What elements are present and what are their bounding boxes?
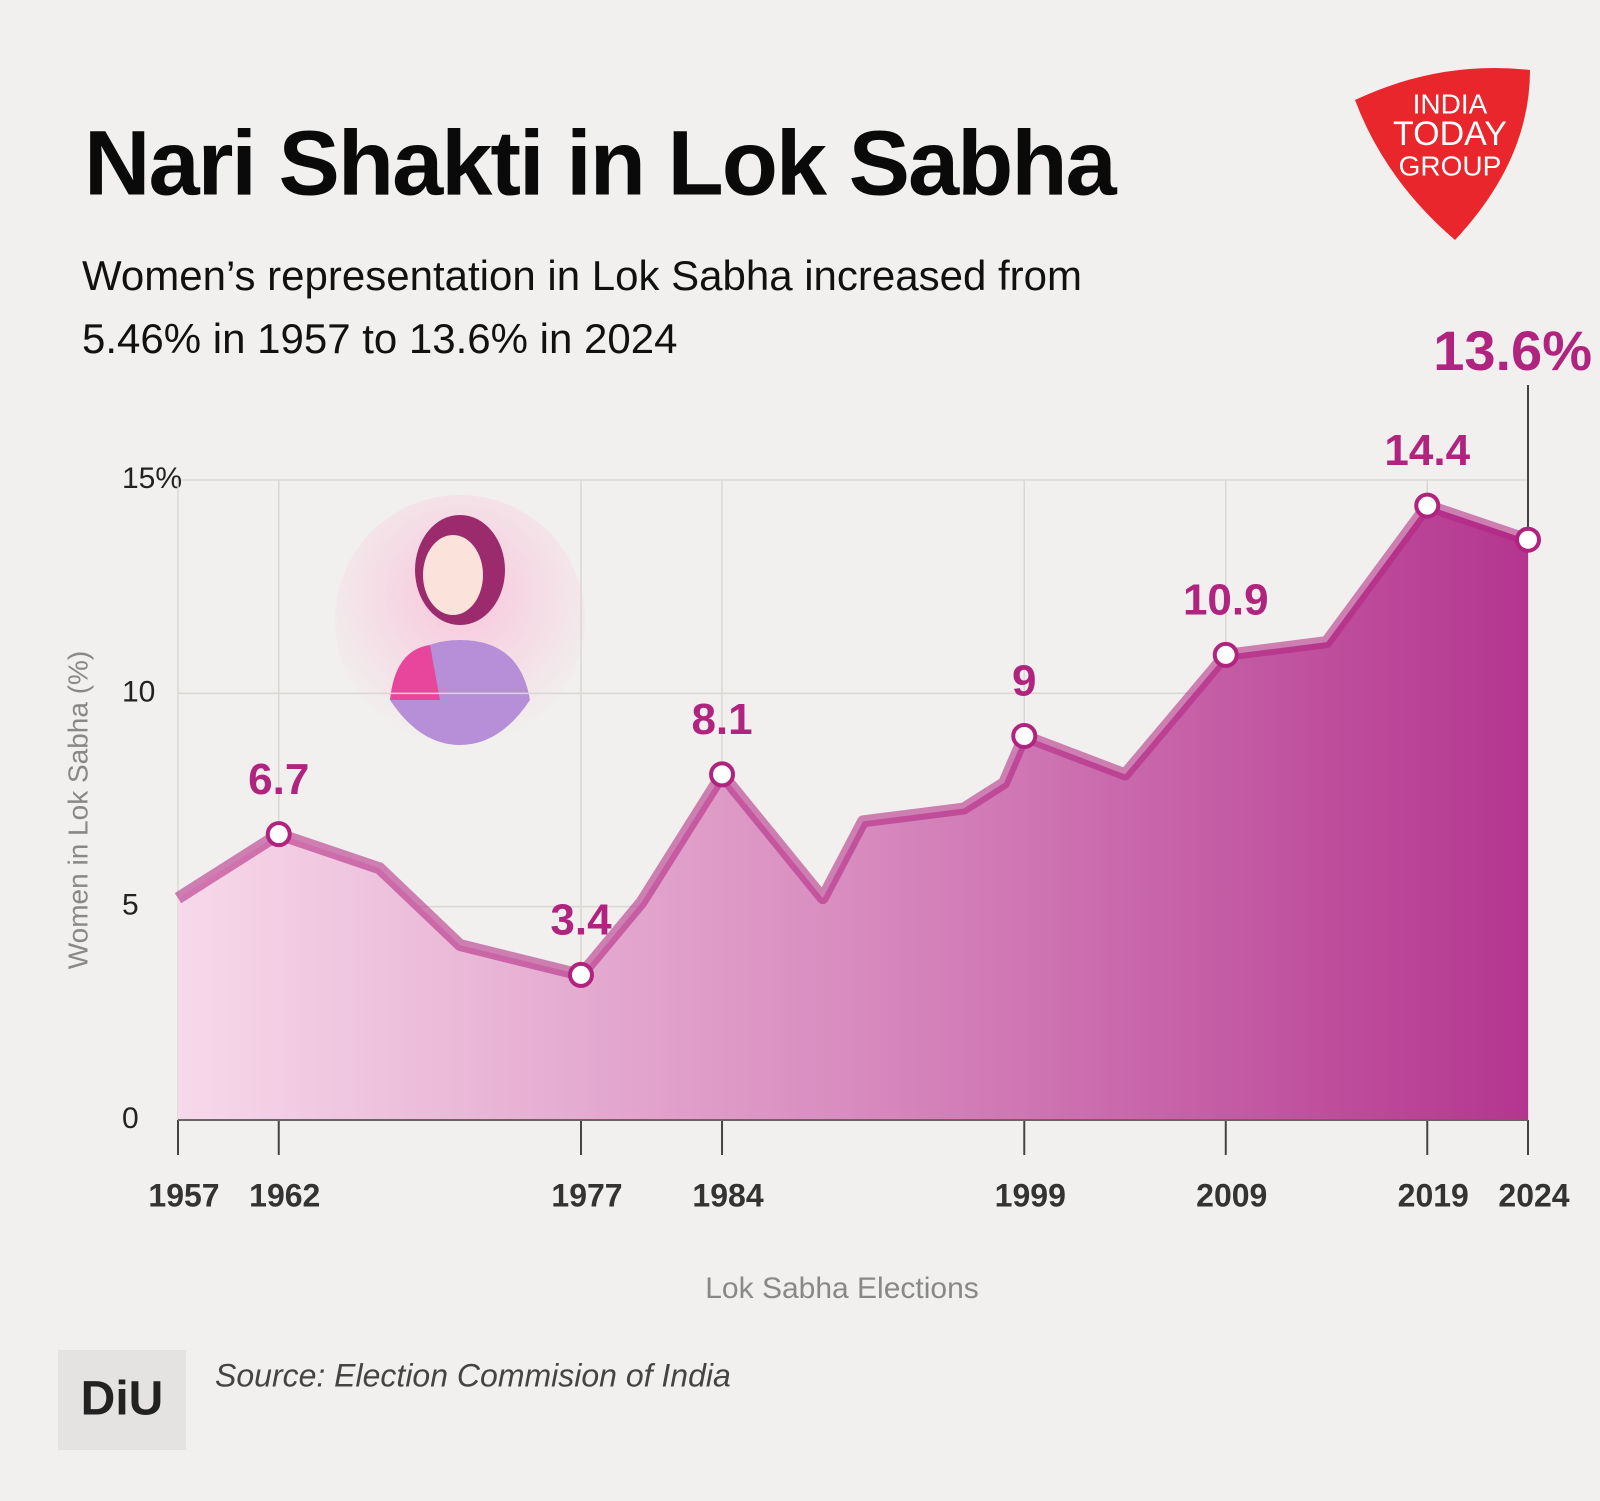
data-label: 6.7 <box>248 755 309 804</box>
x-tick-label: 1957 <box>148 1177 219 1213</box>
logo: INDIA TODAY GROUP <box>1355 68 1530 240</box>
badge-box <box>58 1350 186 1450</box>
point <box>709 761 736 788</box>
plot-area: 0 5 10 15% 1957 1962 1977 1984 1999 2009 2019 2024 6… <box>122 319 1592 1214</box>
y-tick-label: 0 <box>122 1102 139 1135</box>
source: Source: Election Commision of India <box>215 1357 731 1393</box>
x-tick-label: 1977 <box>551 1177 622 1213</box>
illustration-face <box>423 535 483 615</box>
subtitle-box: Women’s representation in Lok Sabha incr… <box>82 252 1083 362</box>
x-tick-label: 1962 <box>249 1177 320 1213</box>
point <box>1011 723 1038 749</box>
data-label: 8.1 <box>691 695 752 744</box>
y-tick-label: 10 <box>122 675 155 708</box>
chart-subtitle: Women’s representation in Lok Sabha incr… <box>82 252 1083 362</box>
point <box>1212 641 1239 668</box>
x-tick-label: 2024 <box>1498 1177 1569 1213</box>
y-tick-label: 15% <box>122 462 182 495</box>
data-label: 3.4 <box>550 896 612 945</box>
data-label: 9 <box>1012 657 1036 706</box>
illustration-sleeve <box>390 645 440 700</box>
data-label: 13.6% <box>1433 319 1592 382</box>
data-label: 10.9 <box>1183 576 1269 625</box>
badge-text: DiU <box>81 1373 164 1426</box>
y-tick-label: 5 <box>122 889 139 922</box>
point <box>567 961 594 988</box>
logo-text: TODAY <box>1393 115 1507 153</box>
illustration <box>335 495 585 745</box>
y-axis-label: Women in Lok Sabha (%) <box>62 651 93 970</box>
area <box>178 505 1528 1121</box>
logo-text: INDIA <box>1413 88 1488 119</box>
point <box>1414 492 1441 519</box>
point <box>1515 526 1541 553</box>
logo-text: GROUP <box>1399 150 1502 181</box>
x-tick-label: 2019 <box>1398 1177 1469 1213</box>
x-axis-label: Lok Sabha Elections <box>705 1272 979 1305</box>
x-tick-label: 1999 <box>995 1177 1066 1213</box>
chart-title: Nari Shakti in Lok Sabha <box>84 112 1118 214</box>
logo-shape <box>1355 68 1530 240</box>
x-tick-label: 1984 <box>692 1177 763 1213</box>
x-tick-label: 2009 <box>1196 1177 1267 1213</box>
point <box>265 821 292 848</box>
data-label: 14.4 <box>1384 426 1470 475</box>
line <box>174 499 1530 981</box>
